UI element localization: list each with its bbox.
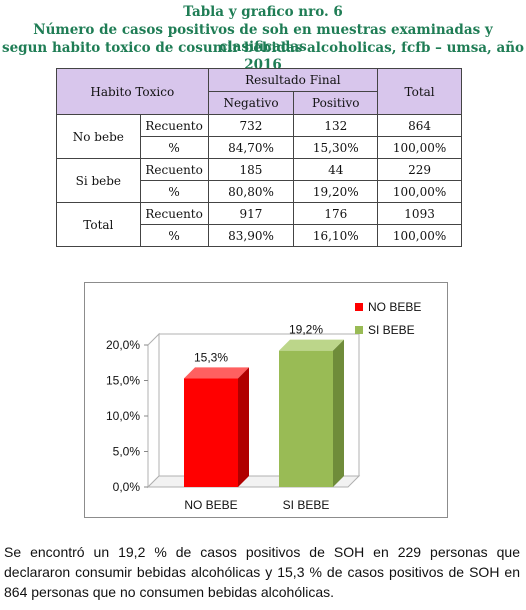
legend-label: SI BEBE: [368, 323, 415, 337]
measure-cell: Recuento: [139, 202, 209, 225]
header-habito-toxico: Habito Toxico: [56, 68, 209, 115]
table-row: Total Recuento 917 176 1093: [56, 202, 462, 247]
positivo-cell: 176: [293, 202, 379, 225]
negativo-cell: 84,70%: [207, 136, 295, 159]
bar-si-bebe: [279, 350, 333, 487]
y-tick-label: 15,0%: [106, 374, 140, 388]
bar-chart: 0,0% 5,0% 10,0% 15,0% 20,0% 15,3% NO BEBE 19,2%…: [84, 282, 448, 518]
table-row: % 84,70% 15,30% 100,00%: [57, 136, 462, 159]
bar-top-si-bebe: [279, 339, 344, 351]
total-cell: 100,00%: [377, 136, 462, 159]
negativo-cell: 80,80%: [207, 180, 295, 203]
bar-side-no-bebe: [238, 367, 249, 487]
group-label-si-bebe: Si bebe: [56, 158, 141, 203]
group-label-total: Total: [56, 202, 141, 247]
total-cell: 100,00%: [377, 180, 462, 203]
positivo-cell: 19,20%: [293, 180, 379, 203]
table-row: % 80,80% 19,20% 100,00%: [57, 180, 462, 203]
x-category-label: NO BEBE: [184, 498, 237, 512]
y-tick-label: 10,0%: [106, 409, 140, 423]
negativo-cell: 83,90%: [207, 224, 295, 247]
total-cell: 864: [377, 114, 462, 137]
table-row: % 83,90% 16,10% 100,00%: [57, 224, 462, 247]
negativo-cell: 732: [207, 114, 295, 137]
data-label: 15,3%: [194, 350, 228, 364]
data-label: 19,2%: [289, 323, 323, 337]
total-cell: 1093: [377, 202, 462, 225]
measure-cell: %: [139, 180, 209, 203]
bar-no-bebe: [184, 378, 238, 487]
y-tick-label: 0,0%: [113, 480, 141, 494]
y-tick-label: 20,0%: [106, 338, 140, 352]
table-row: No bebe Recuento 732 132 864: [56, 114, 462, 159]
header-total: Total: [377, 68, 462, 115]
table-row: Si bebe Recuento 185 44 229: [56, 158, 462, 203]
group-label-no-bebe: No bebe: [56, 114, 141, 159]
legend-swatch: [355, 303, 363, 311]
header-resultado-final: Resultado Final: [207, 68, 379, 92]
chart-side-wall: [147, 332, 160, 489]
bar-top-no-bebe: [184, 367, 249, 379]
negativo-cell: 185: [207, 158, 295, 181]
chart-caption: Se encontró un 19,2 % de casos positivos…: [4, 544, 520, 600]
bar-chart-svg: 0,0% 5,0% 10,0% 15,0% 20,0% 15,3% NO BEBE 19,2%…: [106, 300, 421, 512]
positivo-cell: 44: [293, 158, 379, 181]
bar-side-si-bebe: [333, 339, 344, 487]
measure-cell: %: [139, 224, 209, 247]
table-title: Tabla y grafico nro. 6: [183, 4, 343, 20]
positivo-cell: 16,10%: [293, 224, 379, 247]
header-negativo: Negativo: [207, 91, 295, 115]
table-subtitle-line-1: Número de casos positivos de soh en mues…: [33, 22, 493, 55]
total-cell: 229: [377, 158, 462, 181]
measure-cell: Recuento: [139, 158, 209, 181]
y-tick-label: 5,0%: [113, 445, 141, 459]
measure-cell: Recuento: [139, 114, 209, 137]
measure-cell: %: [139, 136, 209, 159]
header-positivo: Positivo: [293, 91, 379, 115]
positivo-cell: 15,30%: [293, 136, 379, 159]
negativo-cell: 917: [207, 202, 295, 225]
x-category-label: SI BEBE: [283, 498, 330, 512]
legend-label: NO BEBE: [368, 300, 421, 314]
results-table: Habito Toxico Resultado Final Total Nega…: [56, 68, 462, 247]
positivo-cell: 132: [293, 114, 379, 137]
total-cell: 100,00%: [377, 224, 462, 247]
legend-swatch: [355, 326, 363, 334]
